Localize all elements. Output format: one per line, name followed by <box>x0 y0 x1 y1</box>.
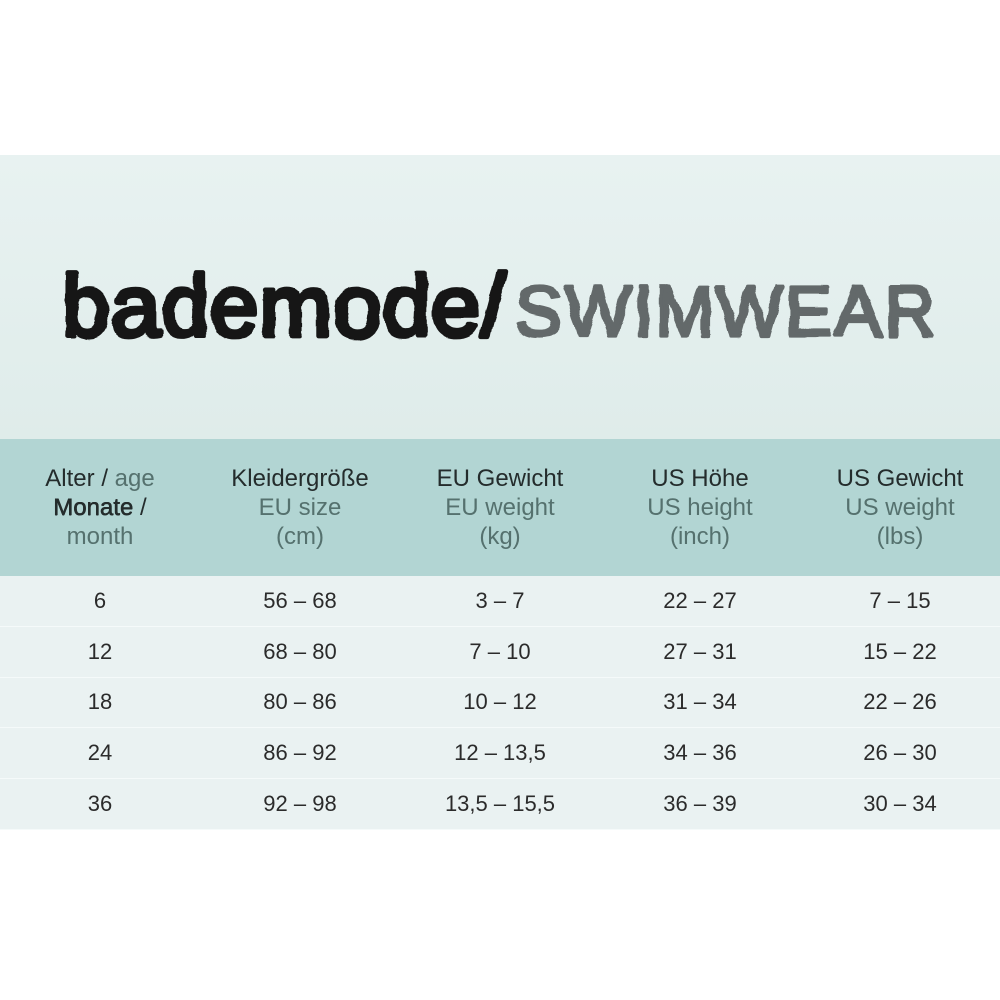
svg-text:bademode/: bademode/ <box>62 258 506 355</box>
svg-text:SWIMWEAR: SWIMWEAR <box>515 273 937 352</box>
